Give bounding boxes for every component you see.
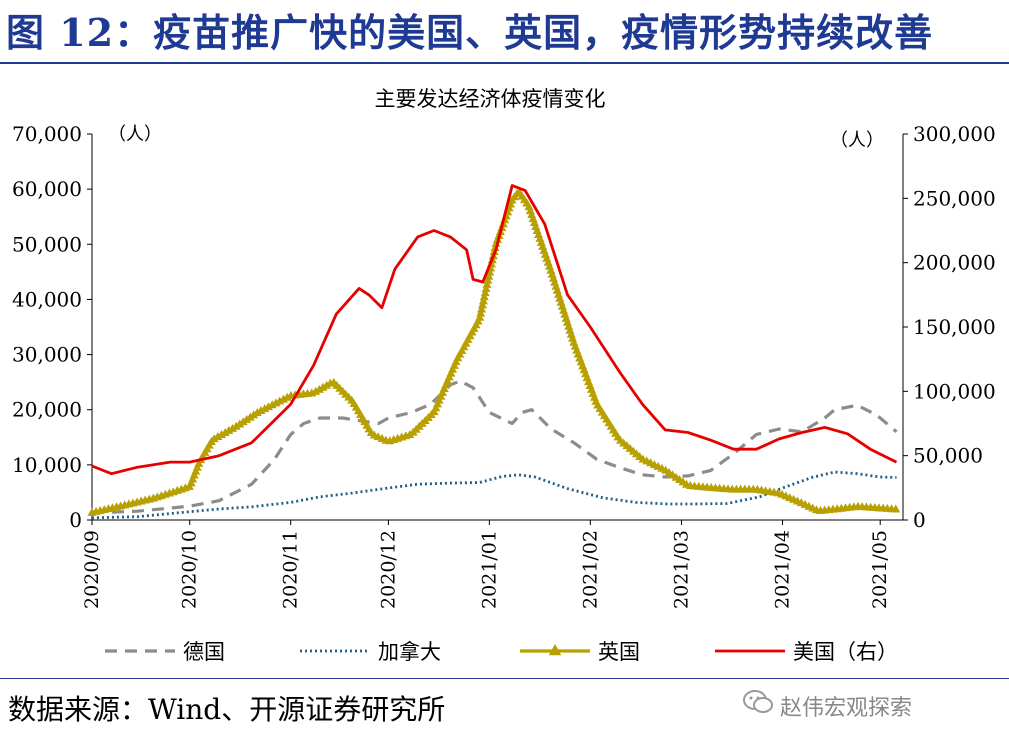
series-marker	[209, 434, 219, 443]
series-marker	[314, 384, 324, 393]
y-left-unit: （人）	[108, 124, 162, 145]
series-layer	[87, 184, 901, 520]
y-left-tick-label: 0	[69, 508, 82, 532]
series-marker	[477, 300, 487, 309]
y-right-tick-label: 50,000	[913, 444, 983, 468]
series-marker	[479, 292, 489, 301]
series-marker	[478, 296, 488, 305]
series-line-加拿大	[91, 470, 897, 520]
legend: 德国 加拿大 英国 美国（右）	[105, 640, 898, 664]
y-left-tick-label: 70,000	[12, 122, 82, 146]
axes: 0 10,000 20,000 30,000 40,000 50,000 60,000 70,…	[12, 122, 996, 609]
series-marker	[482, 279, 492, 288]
x-tick-label: 2020/10	[179, 530, 201, 609]
x-tick-label: 2020/11	[280, 530, 302, 609]
y-right-tick-label: 0	[913, 508, 926, 532]
x-tick-label: 2021/04	[771, 530, 793, 609]
series-marker	[891, 504, 901, 513]
y-right-tick-label: 200,000	[913, 251, 996, 275]
y-right-tick-label: 100,000	[913, 379, 996, 403]
y-left-tick-label: 10,000	[12, 453, 82, 477]
y-right-tick-label: 300,000	[913, 122, 996, 146]
y-right-tick-label: 150,000	[913, 315, 996, 339]
series-marker	[220, 427, 230, 436]
chart-title: 主要发达经济体疫情变化	[375, 87, 606, 111]
series-line-美国（右）	[91, 184, 898, 476]
line-chart: 主要发达经济体疫情变化 （人） （人） 0 10,000 20,000 30,000 4…	[12, 87, 996, 664]
y-left-tick-label: 30,000	[12, 343, 82, 367]
source-note: 数据来源：Wind、开源证券研究所	[8, 693, 446, 726]
legend-label: 英国	[598, 640, 640, 664]
series-line-德国	[91, 379, 898, 515]
series-marker	[318, 382, 328, 391]
x-tick-label: 2021/01	[478, 530, 500, 609]
y-right-tick-label: 250,000	[913, 186, 996, 210]
x-tick-label: 2020/09	[81, 530, 103, 609]
legend-label: 德国	[183, 640, 225, 664]
x-tick-label: 2020/12	[377, 530, 399, 609]
x-tick-label: 2021/02	[579, 530, 601, 609]
title-rule	[0, 62, 1009, 64]
source-rule	[0, 678, 1009, 679]
series-marker	[228, 423, 238, 432]
y-right-unit: （人）	[830, 130, 884, 151]
y-left-tick-label: 40,000	[12, 287, 82, 311]
series-marker	[480, 288, 490, 297]
x-tick-label: 2021/05	[869, 530, 891, 609]
y-left-tick-label: 60,000	[12, 177, 82, 201]
series-marker	[311, 386, 321, 395]
series-marker	[475, 312, 485, 321]
series-marker	[483, 275, 493, 284]
legend-marker	[548, 644, 562, 656]
series-marker	[322, 380, 332, 389]
series-marker	[477, 304, 487, 313]
series-line-英国	[91, 190, 897, 515]
y-left-tick-label: 20,000	[12, 398, 82, 422]
series-marker	[476, 308, 486, 317]
x-tick-label: 2021/03	[671, 530, 693, 609]
legend-label: 加拿大	[378, 640, 441, 664]
series-marker	[481, 284, 491, 293]
y-left-tick-label: 50,000	[12, 232, 82, 256]
figure-title: 图 12：疫苗推广快的美国、英国，疫情形势持续改善	[6, 10, 934, 55]
wechat-icon	[743, 690, 773, 713]
legend-label: 美国（右）	[793, 640, 898, 664]
watermark: 赵伟宏观探索	[780, 696, 913, 721]
series-marker	[217, 430, 227, 439]
series-marker	[213, 432, 223, 441]
series-marker	[484, 271, 494, 280]
series-marker	[224, 425, 234, 434]
